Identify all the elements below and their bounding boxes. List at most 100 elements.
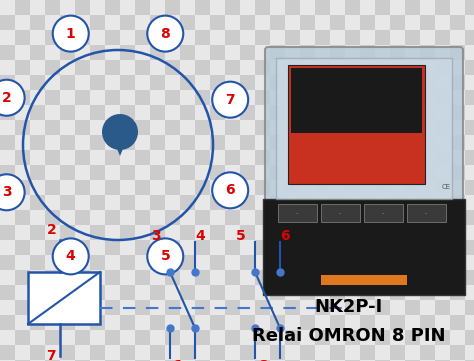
Bar — [405, 270, 420, 285]
Bar — [45, 150, 60, 165]
Bar — [420, 360, 435, 361]
Bar — [165, 240, 180, 255]
Bar — [60, 345, 75, 360]
Bar — [30, 105, 45, 120]
Bar — [375, 120, 390, 135]
Bar — [420, 180, 435, 195]
Bar — [270, 45, 285, 60]
Bar — [0, 165, 15, 180]
Bar — [375, 225, 390, 240]
Bar — [465, 315, 474, 330]
Bar — [465, 330, 474, 345]
Text: 3: 3 — [151, 229, 161, 243]
Circle shape — [53, 16, 89, 52]
Bar — [285, 300, 300, 315]
Bar — [450, 120, 465, 135]
Bar — [375, 345, 390, 360]
Bar — [120, 135, 135, 150]
Bar — [75, 345, 90, 360]
Bar — [465, 360, 474, 361]
Circle shape — [212, 172, 248, 208]
Bar — [90, 315, 105, 330]
Bar — [300, 150, 315, 165]
Bar — [60, 240, 75, 255]
Bar — [135, 315, 150, 330]
Bar — [390, 300, 405, 315]
Bar — [285, 270, 300, 285]
Bar — [390, 270, 405, 285]
Bar — [330, 120, 345, 135]
Bar — [240, 45, 255, 60]
Bar — [405, 90, 420, 105]
Bar — [465, 0, 474, 15]
Bar — [285, 135, 300, 150]
Bar — [420, 45, 435, 60]
Bar — [165, 195, 180, 210]
Bar — [120, 180, 135, 195]
Bar — [405, 30, 420, 45]
Bar — [60, 30, 75, 45]
Bar — [15, 330, 30, 345]
Bar — [435, 60, 450, 75]
Bar — [450, 345, 465, 360]
Bar — [225, 315, 240, 330]
Bar — [225, 90, 240, 105]
Text: 6: 6 — [225, 183, 235, 197]
Bar — [105, 270, 120, 285]
Text: 3: 3 — [2, 185, 11, 199]
Bar — [180, 135, 195, 150]
Bar — [210, 30, 225, 45]
Text: CE: CE — [442, 184, 451, 190]
Bar — [300, 360, 315, 361]
Bar — [75, 315, 90, 330]
Bar — [405, 345, 420, 360]
Bar — [45, 195, 60, 210]
Bar — [420, 300, 435, 315]
Bar — [135, 225, 150, 240]
Bar — [105, 285, 120, 300]
Bar — [120, 330, 135, 345]
Bar — [360, 360, 375, 361]
Bar — [285, 30, 300, 45]
Bar — [375, 285, 390, 300]
Bar — [90, 225, 105, 240]
Bar — [60, 0, 75, 15]
Bar — [120, 195, 135, 210]
Bar — [30, 360, 45, 361]
Bar — [465, 135, 474, 150]
Bar — [105, 150, 120, 165]
Bar — [105, 210, 120, 225]
Bar — [255, 330, 270, 345]
Bar — [375, 255, 390, 270]
Bar — [45, 30, 60, 45]
Bar — [15, 285, 30, 300]
Bar — [165, 165, 180, 180]
Bar — [285, 345, 300, 360]
Bar — [105, 135, 120, 150]
Bar — [150, 30, 165, 45]
Bar — [375, 240, 390, 255]
Bar — [390, 195, 405, 210]
Bar — [240, 195, 255, 210]
Bar — [345, 330, 360, 345]
Bar — [465, 120, 474, 135]
Bar — [60, 285, 75, 300]
Bar — [210, 45, 225, 60]
Bar — [60, 195, 75, 210]
Bar — [255, 345, 270, 360]
Bar — [150, 285, 165, 300]
Bar — [450, 165, 465, 180]
Bar — [450, 210, 465, 225]
Bar — [30, 255, 45, 270]
Bar — [364, 204, 403, 222]
Bar — [405, 225, 420, 240]
Bar — [240, 0, 255, 15]
Bar — [240, 225, 255, 240]
Bar — [435, 0, 450, 15]
Bar — [240, 210, 255, 225]
Bar — [150, 135, 165, 150]
Bar — [345, 90, 360, 105]
Bar — [255, 285, 270, 300]
Bar — [420, 195, 435, 210]
Polygon shape — [110, 132, 130, 156]
